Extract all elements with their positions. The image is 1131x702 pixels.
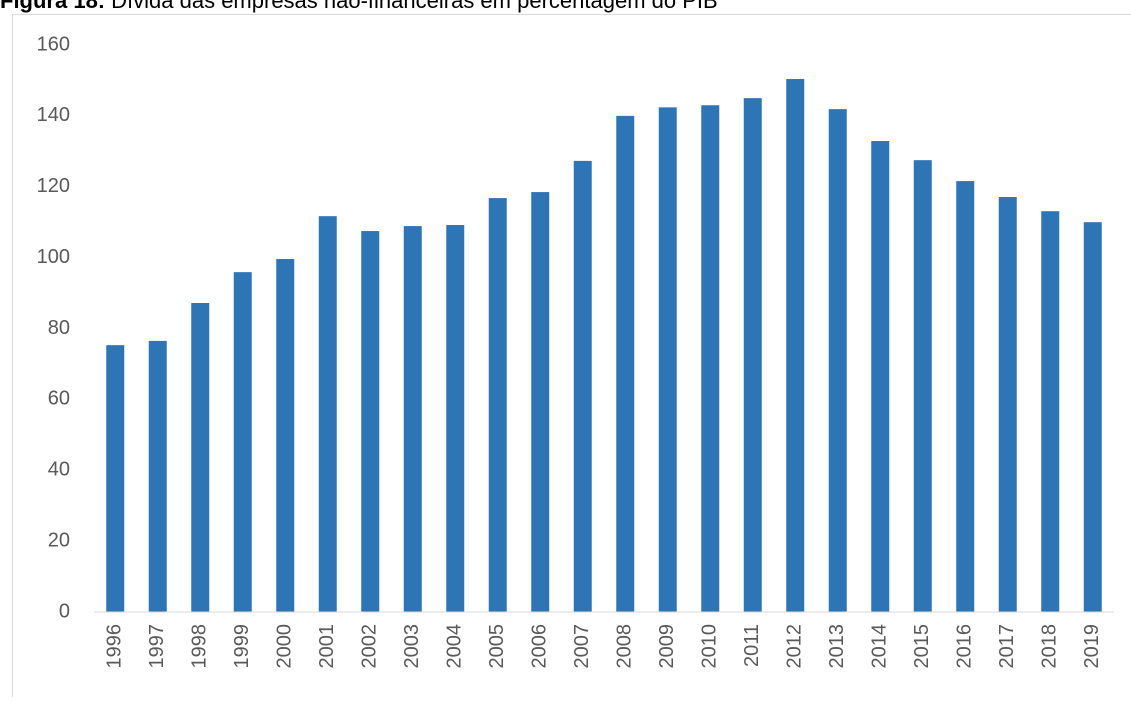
x-tick-label: 2001 [316,624,338,669]
x-tick-label: 2015 [911,624,933,669]
bar [1084,222,1102,612]
x-tick-label: 1998 [189,624,211,669]
chart-title-label: Figura 18: [0,0,105,13]
x-tick-label: 2004 [444,624,466,669]
y-tick-label: 140 [37,104,70,126]
bar [871,141,889,612]
bar [489,198,507,612]
x-tick-label: 2010 [699,624,721,669]
bar [829,109,847,612]
y-tick-label: 80 [48,317,70,339]
x-tick-label: 1999 [231,624,253,669]
y-tick-label: 40 [48,459,70,481]
x-tick-label: 2018 [1039,624,1061,669]
x-tick-label: 2019 [1081,624,1103,669]
bar [276,259,294,612]
y-tick-label: 0 [59,600,70,622]
x-tick-label: 2011 [741,624,763,667]
x-tick-label: 2016 [954,624,976,669]
y-tick-label: 120 [37,175,70,197]
x-tick-label: 1997 [146,624,168,669]
bar [361,231,379,612]
y-tick-label: 160 [37,33,70,55]
bar [616,116,634,612]
chart-title-wrap: Figura 18: Dívida das empresas não-financ… [0,0,718,13]
x-tick-label: 1996 [104,624,126,669]
y-tick-label: 20 [48,529,70,551]
bar [999,197,1017,612]
bar [659,107,677,612]
x-tick-label: 2012 [784,624,806,669]
x-tick-label: 2014 [869,624,891,669]
bar [574,161,592,612]
bar [1041,211,1059,612]
bar [744,98,762,612]
bar [234,272,252,612]
x-tick-label: 2007 [571,624,593,669]
x-tick-label: 2013 [826,624,848,669]
x-tick-label: 2005 [486,624,508,669]
bar [319,216,337,612]
bar [404,226,422,612]
x-tick-label: 2008 [614,624,636,669]
x-tick-label: 2002 [359,624,381,669]
bar [149,341,167,612]
x-tick-label: 2006 [529,624,551,669]
x-tick-label: 2000 [274,624,296,669]
chart-title: Dívida das empresas não-financeiras em p… [111,0,718,13]
y-tick-label: 60 [48,388,70,410]
bar [106,345,124,612]
bar [786,79,804,612]
bar [191,303,209,612]
y-tick-label: 100 [37,246,70,268]
bar [701,105,719,612]
x-tick-label: 2003 [401,624,423,669]
bar [956,181,974,612]
bar [446,225,464,612]
bar [531,192,549,612]
bar [914,160,932,612]
x-tick-label: 2009 [656,624,678,669]
x-tick-label: 2017 [996,624,1018,669]
